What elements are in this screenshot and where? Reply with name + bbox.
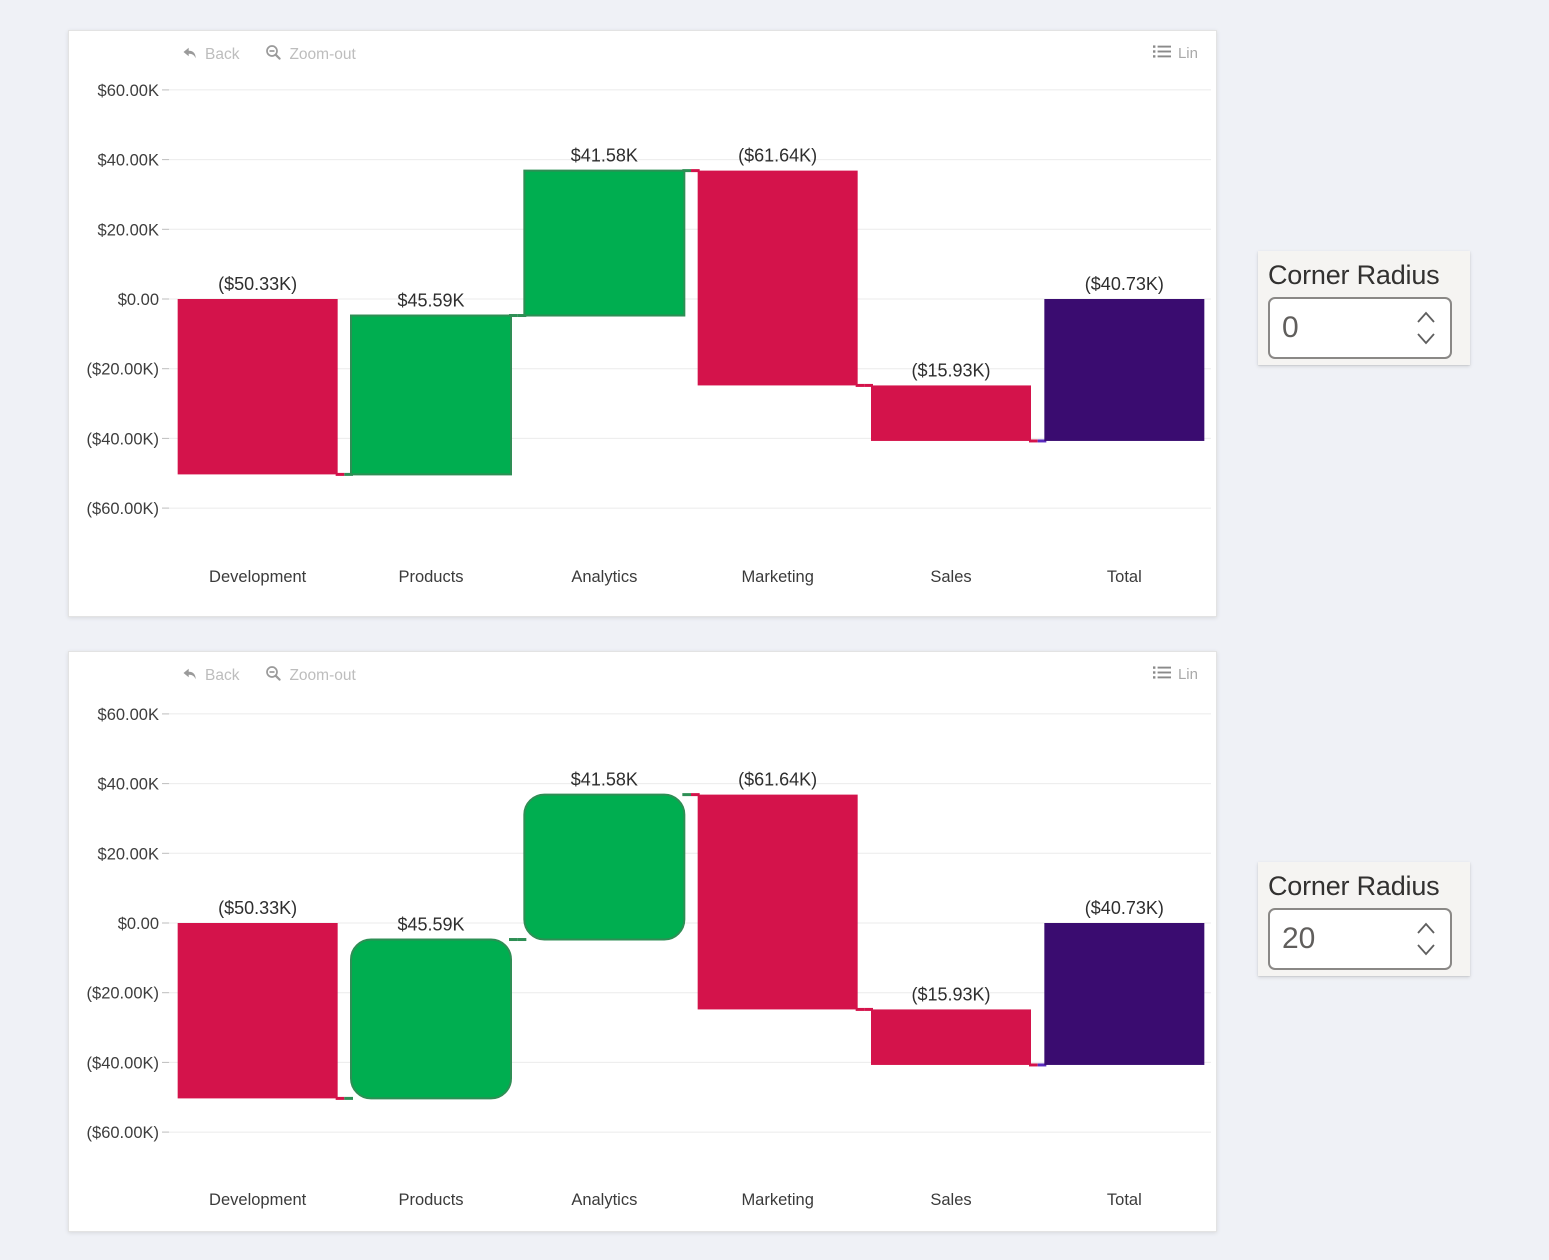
y-axis-label: $40.00K bbox=[98, 776, 159, 794]
x-axis-label: Products bbox=[398, 1191, 463, 1209]
waterfall-chart-card-bottom: Back Zoom-out Lin $60.00K $40.00K $20.00K $… bbox=[68, 651, 1217, 1232]
decrement-button[interactable] bbox=[1410, 330, 1442, 347]
corner-radius-panel-top: Corner Radius bbox=[1258, 251, 1470, 365]
legend-button[interactable]: Lin bbox=[1152, 44, 1198, 62]
bar-sales[interactable] bbox=[871, 1009, 1031, 1065]
x-axis-label: Analytics bbox=[571, 568, 637, 586]
x-axis-label: Total bbox=[1107, 1191, 1142, 1209]
x-axis-label: Development bbox=[209, 1191, 307, 1209]
legend-label: Lin bbox=[1177, 665, 1198, 683]
x-axis-label: Total bbox=[1107, 568, 1142, 586]
chevron-down-icon bbox=[1412, 944, 1440, 960]
zoom-out-label: Zoom-out bbox=[289, 45, 356, 63]
bar-development[interactable] bbox=[177, 299, 338, 475]
corner-radius-spinbutton bbox=[1268, 908, 1452, 970]
chevron-up-icon bbox=[1412, 922, 1440, 939]
decrement-button[interactable] bbox=[1410, 941, 1442, 958]
y-axis-label: $60.00K bbox=[98, 82, 159, 100]
legend-button[interactable]: Lin bbox=[1152, 665, 1198, 683]
value-label: ($50.33K) bbox=[218, 898, 297, 918]
undo-arrow-icon bbox=[181, 45, 198, 65]
chart-toolbar: Back Zoom-out bbox=[181, 44, 356, 65]
y-axis-label: $0.00 bbox=[118, 291, 159, 309]
bar-marketing[interactable] bbox=[697, 794, 858, 1010]
waterfall-plot[interactable]: $60.00K $40.00K $20.00K $0.00 ($20.00K) ($40.… bbox=[69, 31, 1216, 616]
zoom-out-icon bbox=[265, 665, 282, 686]
corner-radius-label: Corner Radius bbox=[1268, 871, 1440, 901]
y-axis-label: ($40.00K) bbox=[87, 1054, 159, 1072]
legend-label: Lin bbox=[1177, 44, 1198, 62]
chart-toolbar: Back Zoom-out bbox=[181, 665, 356, 686]
y-axis-label: $0.00 bbox=[118, 915, 159, 933]
back-button[interactable]: Back bbox=[181, 45, 239, 65]
value-label: ($15.93K) bbox=[911, 984, 990, 1004]
corner-radius-panel-bottom: Corner Radius bbox=[1258, 862, 1470, 976]
x-axis-label: Marketing bbox=[741, 1191, 813, 1209]
spin-buttons bbox=[1410, 301, 1442, 355]
spin-buttons bbox=[1410, 912, 1442, 966]
corner-radius-label: Corner Radius bbox=[1268, 260, 1440, 290]
back-label: Back bbox=[205, 666, 240, 684]
y-axis-label: ($20.00K) bbox=[87, 361, 159, 379]
y-axis-label: ($20.00K) bbox=[87, 985, 159, 1003]
value-label: ($50.33K) bbox=[218, 274, 297, 294]
value-label: ($40.73K) bbox=[1085, 274, 1164, 294]
bar-development[interactable] bbox=[177, 923, 338, 1099]
zoom-out-button[interactable]: Zoom-out bbox=[265, 44, 356, 65]
corner-radius-input[interactable] bbox=[1282, 311, 1400, 345]
chevron-down-icon bbox=[1412, 333, 1440, 349]
list-icon bbox=[1152, 665, 1171, 683]
value-label: $45.59K bbox=[397, 915, 464, 935]
y-axis-label: $60.00K bbox=[98, 706, 159, 724]
corner-radius-spinbutton bbox=[1268, 297, 1452, 359]
y-axis-label: $20.00K bbox=[98, 845, 159, 863]
zoom-out-button[interactable]: Zoom-out bbox=[265, 665, 356, 686]
bar-products[interactable] bbox=[350, 314, 512, 476]
value-label: $41.58K bbox=[571, 770, 638, 790]
y-axis-label: ($40.00K) bbox=[87, 430, 159, 448]
bar-products[interactable] bbox=[350, 938, 512, 1100]
value-label: ($61.64K) bbox=[738, 770, 817, 790]
zoom-out-icon bbox=[265, 44, 282, 65]
list-icon bbox=[1152, 44, 1171, 62]
y-axis-label: $40.00K bbox=[98, 152, 159, 170]
chevron-up-icon bbox=[1412, 311, 1440, 328]
x-axis-label: Sales bbox=[930, 1191, 971, 1209]
back-label: Back bbox=[205, 45, 240, 63]
value-label: ($61.64K) bbox=[738, 146, 817, 166]
increment-button[interactable] bbox=[1410, 309, 1442, 326]
y-axis-label: ($60.00K) bbox=[87, 500, 159, 518]
waterfall-plot[interactable]: $60.00K $40.00K $20.00K $0.00 ($20.00K) ($40.… bbox=[69, 652, 1216, 1231]
bar-total[interactable] bbox=[1044, 923, 1205, 1065]
zoom-out-label: Zoom-out bbox=[289, 666, 356, 684]
value-label: $45.59K bbox=[397, 291, 464, 311]
bar-analytics[interactable] bbox=[523, 169, 686, 317]
x-axis-label: Marketing bbox=[741, 568, 813, 586]
x-axis-label: Sales bbox=[930, 568, 971, 586]
x-axis-label: Development bbox=[209, 568, 307, 586]
value-label: $41.58K bbox=[571, 146, 638, 166]
x-axis-label: Products bbox=[398, 568, 463, 586]
waterfall-chart-card-top: Back Zoom-out Lin $60.00K $40.00K $20.00K $… bbox=[68, 30, 1217, 617]
x-axis-label: Analytics bbox=[571, 1191, 637, 1209]
value-label: ($15.93K) bbox=[911, 360, 990, 380]
value-label: ($40.73K) bbox=[1085, 898, 1164, 918]
bar-analytics[interactable] bbox=[523, 793, 686, 941]
increment-button[interactable] bbox=[1410, 920, 1442, 937]
back-button[interactable]: Back bbox=[181, 666, 239, 686]
bar-marketing[interactable] bbox=[697, 170, 858, 386]
y-axis-label: ($60.00K) bbox=[87, 1124, 159, 1142]
bar-sales[interactable] bbox=[871, 385, 1031, 441]
undo-arrow-icon bbox=[181, 666, 198, 686]
corner-radius-input[interactable] bbox=[1282, 922, 1400, 956]
y-axis-label: $20.00K bbox=[98, 221, 159, 239]
bar-total[interactable] bbox=[1044, 299, 1205, 441]
